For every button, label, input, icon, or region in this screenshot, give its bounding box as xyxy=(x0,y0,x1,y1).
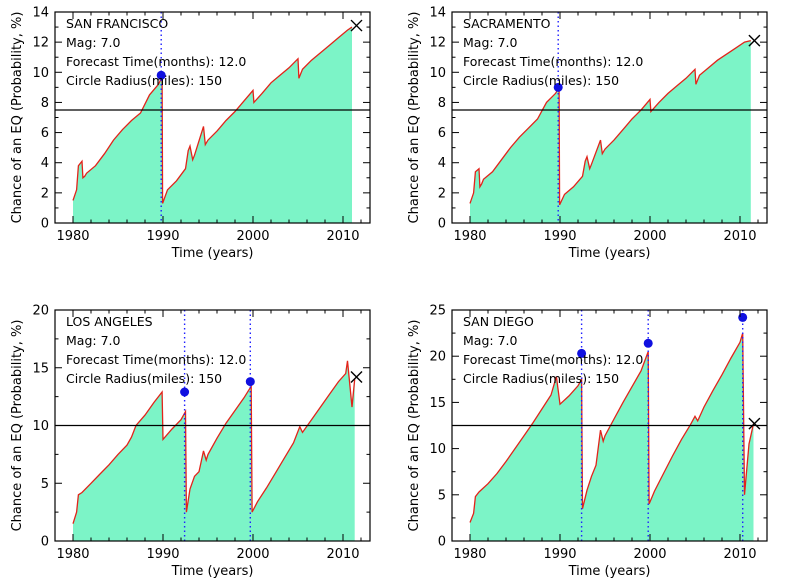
y-tick-label: 0 xyxy=(41,535,49,550)
probability-area xyxy=(73,360,355,541)
y-tick-label: 4 xyxy=(438,156,446,171)
chart-panel-san-francisco: 1980 1990 2000 2010 0 2 4 6 8 10 12 14 Time (years) C… xyxy=(10,6,371,261)
earthquake-event-marker xyxy=(577,348,587,358)
info-line: Forecast Time(months): 12.0 xyxy=(463,352,643,367)
info-line: Circle Radius(miles): 150 xyxy=(463,73,619,88)
y-tick-label: 15 xyxy=(429,396,446,411)
earthquake-event-marker xyxy=(553,82,563,92)
location-label: SACRAMENTO xyxy=(463,16,551,31)
y-tick-label: 20 xyxy=(429,350,446,365)
x-axis-label: Time (years) xyxy=(568,246,651,261)
y-tick-label: 4 xyxy=(41,156,49,171)
earthquake-event-marker xyxy=(643,338,653,348)
location-label: SAN FRANCISCO xyxy=(66,16,168,31)
y-tick-label: 14 xyxy=(32,6,49,21)
chart-panel-los-angeles: 1980 1990 2000 2010 0 5 10 15 20 Time (years) Chan… xyxy=(10,304,371,579)
x-axis-label: Time (years) xyxy=(171,246,254,261)
x-tick-label: 2010 xyxy=(723,229,756,244)
x-tick-label: 1990 xyxy=(146,547,179,562)
y-tick-label: 12 xyxy=(32,36,49,51)
x-tick-label: 2000 xyxy=(236,547,269,562)
earthquake-event-marker xyxy=(180,387,190,397)
current-value-marker xyxy=(350,19,363,32)
y-tick-label: 15 xyxy=(32,361,49,376)
y-tick-label: 5 xyxy=(438,488,446,503)
y-tick-label: 14 xyxy=(429,6,446,21)
y-tick-label: 8 xyxy=(41,96,49,111)
probability-area xyxy=(470,40,751,223)
y-tick-label: 6 xyxy=(438,126,446,141)
info-line: Forecast Time(months): 12.0 xyxy=(66,54,246,69)
probability-area xyxy=(73,27,352,223)
x-tick-label: 2000 xyxy=(633,547,666,562)
y-tick-label: 0 xyxy=(438,217,446,232)
x-tick-label: 2010 xyxy=(326,547,359,562)
x-tick-label: 2000 xyxy=(236,229,269,244)
y-tick-label: 10 xyxy=(429,66,446,81)
info-line: Mag: 7.0 xyxy=(66,333,120,348)
info-line: Forecast Time(months): 12.0 xyxy=(463,54,643,69)
info-line: Mag: 7.0 xyxy=(463,333,517,348)
y-tick-label: 0 xyxy=(41,217,49,232)
info-line: Forecast Time(months): 12.0 xyxy=(66,352,246,367)
x-tick-label: 1980 xyxy=(453,547,486,562)
probability-line xyxy=(469,332,755,523)
x-tick-label: 1990 xyxy=(543,547,576,562)
current-value-marker xyxy=(748,34,761,47)
x-tick-label: 1980 xyxy=(453,229,486,244)
probability-line xyxy=(469,39,751,206)
x-tick-label: 1990 xyxy=(543,229,576,244)
y-tick-label: 2 xyxy=(438,186,446,201)
y-tick-label: 20 xyxy=(32,304,49,319)
y-tick-label: 6 xyxy=(41,126,49,141)
info-line: Circle Radius(miles): 150 xyxy=(66,73,222,88)
y-tick-label: 10 xyxy=(32,66,49,81)
y-axis-label: Chance of an EQ (Probability, %) xyxy=(10,320,25,532)
current-value-marker xyxy=(350,370,363,383)
y-tick-label: 2 xyxy=(41,186,49,201)
chart-panel-san-diego: 1980 1990 2000 2010 0 5 10 15 20 25 Time (years) Ch… xyxy=(407,304,768,579)
chart-panel-sacramento: 1980 1990 2000 2010 0 2 4 6 8 10 12 14 Time (years) C… xyxy=(407,6,768,261)
location-label: LOS ANGELES xyxy=(66,314,153,329)
x-axis-label: Time (years) xyxy=(171,564,254,579)
y-tick-label: 10 xyxy=(32,419,49,434)
info-line: Circle Radius(miles): 150 xyxy=(66,371,222,386)
y-tick-label: 25 xyxy=(429,304,446,319)
x-tick-label: 1980 xyxy=(56,229,89,244)
y-tick-label: 0 xyxy=(438,535,446,550)
y-tick-label: 5 xyxy=(41,477,49,492)
y-axis-label: Chance of an EQ (Probability, %) xyxy=(407,320,422,532)
earthquake-event-marker xyxy=(245,377,255,387)
info-line: Mag: 7.0 xyxy=(66,35,120,50)
location-label: SAN DIEGO xyxy=(463,314,534,329)
info-line: Mag: 7.0 xyxy=(463,35,517,50)
y-tick-label: 12 xyxy=(429,36,446,51)
probability-area xyxy=(470,333,754,541)
y-tick-label: 8 xyxy=(438,96,446,111)
x-tick-label: 1980 xyxy=(56,547,89,562)
probability-line xyxy=(72,26,353,204)
x-tick-label: 2010 xyxy=(326,229,359,244)
current-value-marker xyxy=(748,417,761,430)
y-axis-label: Chance of an EQ (Probability, %) xyxy=(10,12,25,224)
y-axis-label: Chance of an EQ (Probability, %) xyxy=(407,12,422,224)
x-axis-label: Time (years) xyxy=(568,564,651,579)
x-tick-label: 2000 xyxy=(633,229,666,244)
earthquake-event-marker xyxy=(156,70,166,80)
x-tick-label: 1990 xyxy=(146,229,179,244)
x-tick-label: 2010 xyxy=(723,547,756,562)
info-line: Circle Radius(miles): 150 xyxy=(463,371,619,386)
y-tick-label: 10 xyxy=(429,442,446,457)
